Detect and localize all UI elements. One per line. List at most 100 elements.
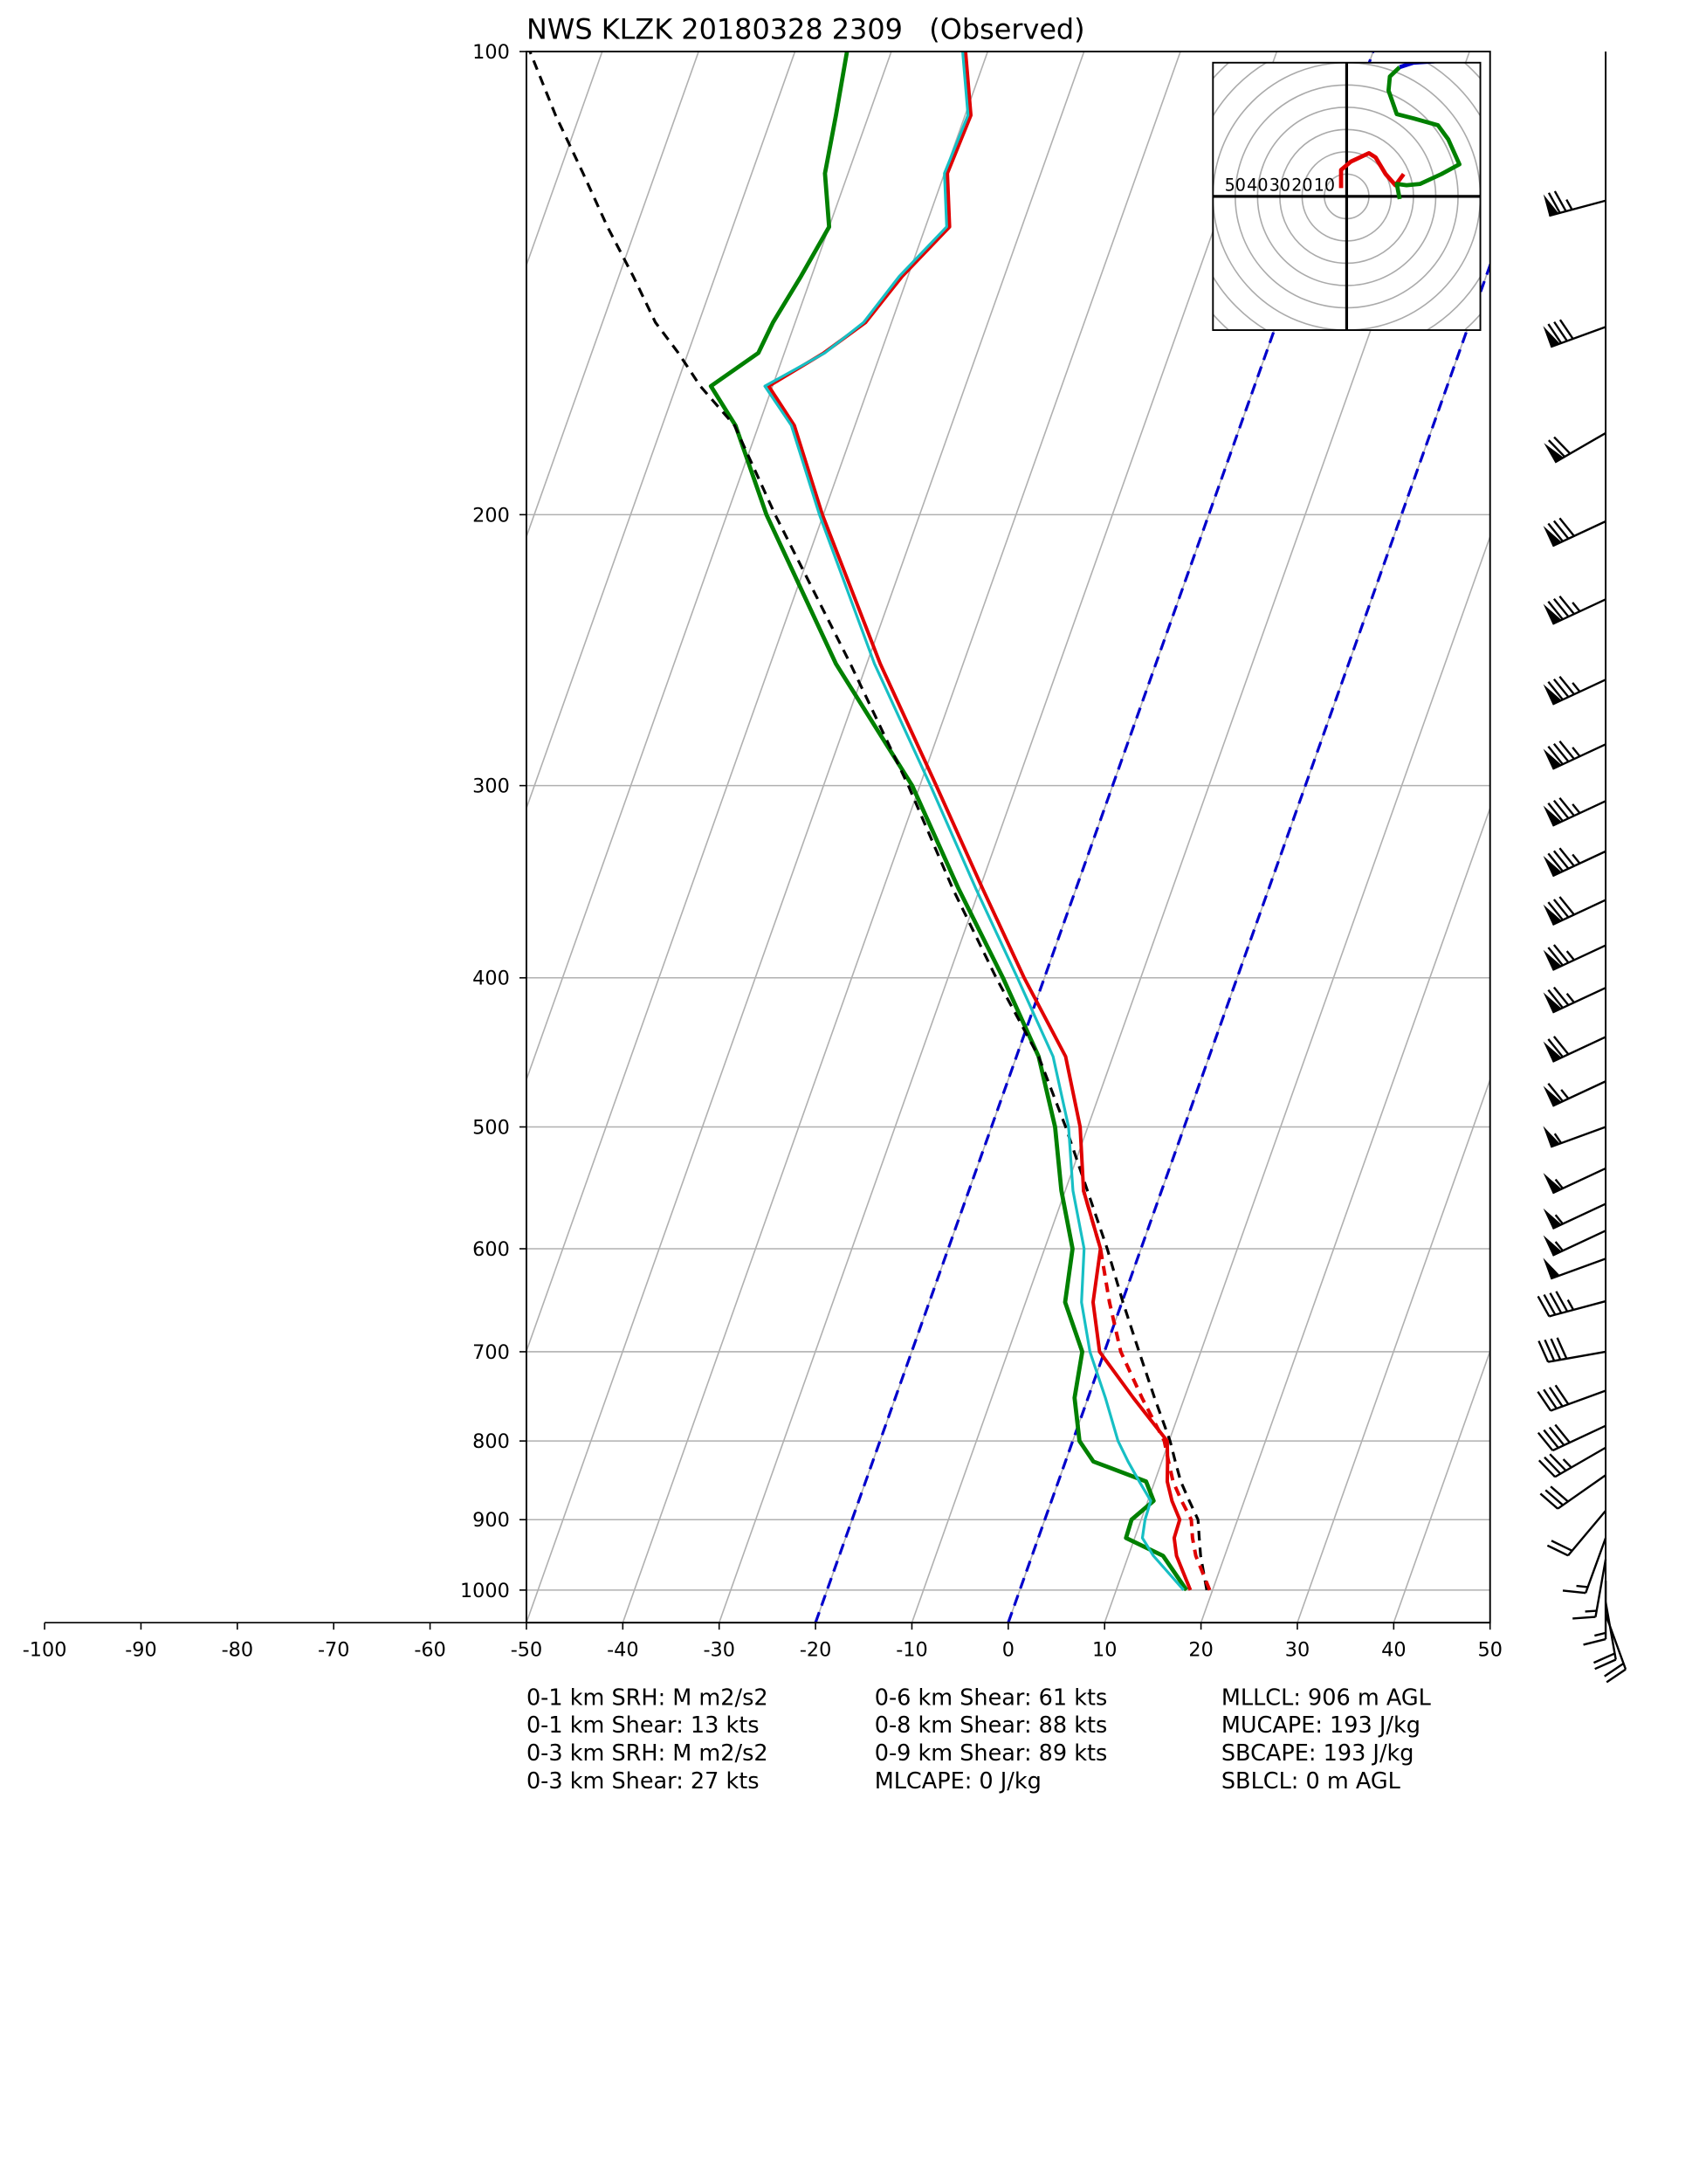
x-tick-label: 50 (1478, 1638, 1503, 1661)
barb-feather (1551, 1540, 1573, 1552)
barb-feather (1539, 1492, 1559, 1510)
barb-feather (1547, 681, 1564, 700)
x-tick-label: -70 (318, 1638, 349, 1661)
barb-feather (1552, 986, 1570, 1006)
barb-pennant (1544, 443, 1564, 463)
barb-pennant (1543, 684, 1562, 705)
isotherm-grid-line (526, 52, 699, 539)
y-tick-label: 200 (472, 504, 510, 527)
barb-half-feather (1585, 1609, 1597, 1613)
barb-feather (1547, 192, 1561, 214)
hodograph-ring-label: 30 (1269, 176, 1290, 196)
wind-barb (1583, 1581, 1607, 1646)
isotherm-grid-line (1200, 806, 1490, 1623)
highlighted-isotherm (814, 52, 1375, 1623)
hodograph-frame (1212, 61, 1482, 331)
x-tick-label: -100 (23, 1638, 67, 1661)
barb-feather (1552, 678, 1570, 698)
x-tick-label: 40 (1381, 1638, 1406, 1661)
stat-text: MLLCL: 906 m AGL (1221, 1685, 1432, 1711)
barb-feather (1553, 190, 1567, 212)
wind-barb (1543, 1126, 1606, 1148)
barb-staff (1551, 1080, 1606, 1107)
barb-feather (1544, 1339, 1556, 1361)
barb-feather (1549, 1292, 1563, 1314)
isotherm-grid-line (1297, 1077, 1490, 1623)
barb-half-feather (1554, 1214, 1564, 1225)
barb-pennant (1543, 1235, 1562, 1256)
barb-feather (1572, 1616, 1596, 1620)
barb-feather (1552, 799, 1570, 819)
barb-feather (1552, 944, 1570, 964)
isotherm-grid-line (526, 52, 892, 1082)
barb-feather (1546, 1544, 1569, 1557)
barb-feather (1547, 803, 1564, 822)
barb-feather (1552, 1036, 1570, 1056)
barb-feather (1544, 1456, 1562, 1475)
isotherm-grid-line (526, 52, 603, 268)
y-tick-label: 900 (472, 1509, 510, 1532)
barb-pennant (1543, 194, 1559, 217)
barb-feather (1537, 1295, 1551, 1317)
hodograph-ring-label: 50 (1225, 176, 1246, 196)
barb-feather (1544, 1489, 1564, 1506)
isotherm-grid-line (526, 52, 796, 810)
stat-text: MUCAPE: 193 J/kg (1221, 1712, 1420, 1739)
barb-staff (1551, 1424, 1606, 1452)
isotherm-grid-line (718, 52, 1278, 1623)
barb-feather (1606, 1668, 1627, 1684)
barb-half-feather (1554, 1241, 1564, 1251)
barb-feather (1562, 1589, 1586, 1595)
barb-pennant (1543, 1041, 1562, 1062)
wind-barb (1544, 431, 1606, 464)
wind-barb (1543, 1202, 1606, 1230)
barb-staff (1551, 1036, 1606, 1063)
barb-feather (1552, 899, 1570, 919)
barb-feather (1558, 517, 1575, 537)
barb-feather (1552, 850, 1570, 870)
barb-feather (1553, 320, 1568, 342)
barb-feather (1547, 852, 1564, 872)
x-tick-label: 10 (1092, 1638, 1117, 1661)
barb-feather (1537, 1459, 1556, 1478)
y-tick-label: 100 (472, 41, 510, 64)
barb-staff (1547, 1350, 1606, 1363)
profile-line (767, 52, 1193, 1591)
barb-staff (1550, 1389, 1606, 1412)
barb-feather (1558, 595, 1575, 615)
profile-line (708, 52, 1189, 1592)
barb-half-feather (1572, 682, 1581, 692)
barb-staff (1551, 1167, 1606, 1195)
barb-staff (1554, 1446, 1606, 1478)
stat-text: 0-1 km Shear: 13 kts (526, 1712, 760, 1739)
barb-feather (1553, 436, 1572, 455)
barb-feather (1547, 746, 1564, 765)
barb-staff (1594, 1559, 1607, 1617)
barb-feather (1552, 597, 1570, 617)
wind-barb (1537, 1384, 1606, 1412)
x-tick-label: -90 (125, 1638, 156, 1661)
hodograph-ring-label: 20 (1291, 176, 1312, 196)
barb-pennant (1543, 326, 1560, 348)
wind-barb (1543, 796, 1606, 827)
barb-feather (1537, 1340, 1550, 1363)
wind-barb (1543, 986, 1606, 1014)
x-tick-label: 20 (1188, 1638, 1213, 1661)
barb-feather (1558, 675, 1575, 695)
x-tick-label: -20 (800, 1638, 831, 1661)
x-tick-label: -50 (511, 1638, 542, 1661)
stat-text: 0-9 km Shear: 89 kts (875, 1740, 1108, 1767)
y-tick-label: 300 (472, 775, 510, 798)
barb-half-feather (1576, 1584, 1588, 1588)
hodograph (1213, 62, 1481, 331)
y-tick-label: 1000 (460, 1580, 510, 1602)
barb-feather (1558, 847, 1575, 867)
barb-feather (1550, 1485, 1569, 1503)
barb-feather (1552, 742, 1570, 762)
barb-feather (1547, 439, 1565, 458)
barb-staff (1551, 520, 1606, 548)
barb-feather (1543, 1388, 1558, 1409)
barb-feather (1556, 1337, 1568, 1360)
